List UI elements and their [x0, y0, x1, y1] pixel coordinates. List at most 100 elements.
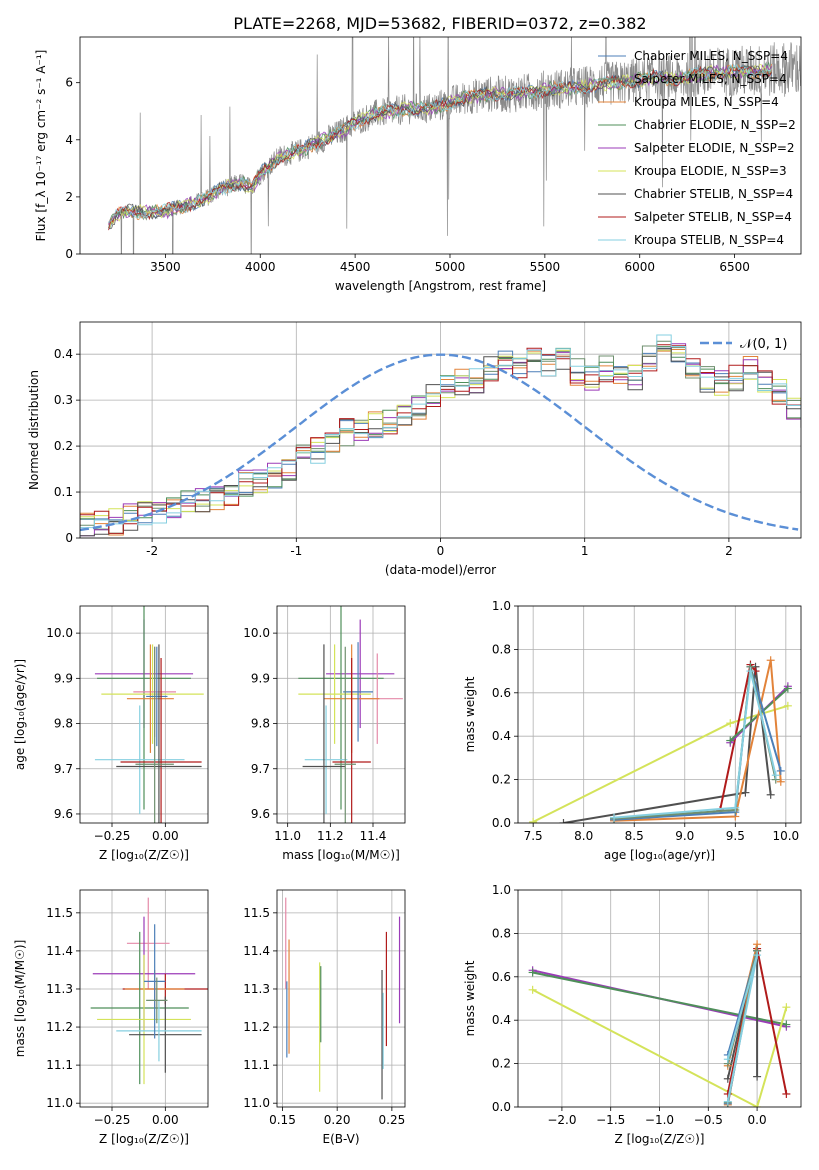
axes-mass_vs_Z: −0.25 0.00 11.0 11.1 11.2 11.3 11.4 11.5 Z [log₁…	[13, 889, 209, 1146]
weight-line-chabrier-stelib	[559, 662, 775, 823]
legend-entry: Chabrier ELODIE, N_SSP=2	[634, 118, 796, 132]
legend-entry: Kroupa MILES, N_SSP=4	[634, 95, 779, 109]
x-tick-label: 4500	[340, 260, 371, 274]
x-tick-label: 3500	[150, 260, 181, 274]
y-tick-label: 0.2	[492, 773, 511, 787]
x-axis-label: Z [log₁₀(Z/Z☉)]	[99, 1132, 189, 1146]
errorbar-salpeter-miles	[334, 646, 356, 823]
x-tick-label: -2	[146, 544, 158, 558]
axes-mass_vs_EBV: 0.15 0.20 0.25 11.0 11.1 11.2 11.3 11.4 11.5 E(B-…	[243, 889, 406, 1146]
plot-area-age_vs_mass	[298, 606, 403, 823]
y-tick-label: 11.2	[46, 1020, 73, 1034]
errorbar-chabrier-miles	[144, 924, 166, 1039]
y-tick-label: 0.3	[54, 393, 73, 407]
y-tick-label: 0.8	[492, 926, 511, 940]
errorbar-salpeter-miles	[135, 646, 174, 823]
errorbar-chabrier-miles	[343, 642, 373, 742]
model-spectrum-kroupa-stelib	[108, 63, 773, 223]
x-tick-label: 10.0	[772, 829, 799, 843]
axes-frame-age_vs_Z	[79, 605, 209, 824]
x-tick-label: 9.5	[726, 829, 745, 843]
ticks-weight_vs_Z: −2.0 −1.5 −1.0 −0.5 0.0 0.0 0.2 0.4 0.6 0.8 1.0	[492, 883, 767, 1127]
y-axis-label: Flux [f_λ 10⁻¹⁷ erg cm⁻² s⁻¹ A⁻¹]	[34, 50, 48, 242]
gaussian-curve	[80, 353, 799, 532]
y-tick-label: 0.4	[492, 1013, 511, 1027]
y-tick-label: 9.9	[54, 671, 73, 685]
y-tick-label: 10.0	[46, 626, 73, 640]
axes-residuals: -2 -1 0 1 2 0 0.1 0.2 0.3 0.4 (data-model)/error No…	[27, 321, 802, 577]
errorbar-salpeter-stelib	[332, 657, 371, 823]
weight-path	[613, 659, 782, 822]
x-axis-label: E(B-V)	[322, 1132, 359, 1146]
y-tick-label: 11.2	[243, 1020, 270, 1034]
chart-layer: 3500 4000 4500 5000 5500 6000 6500 0 2 4 6 waveleng…	[13, 36, 802, 1146]
axes-weight_vs_age: 7.5 8.0 8.5 9.0 9.5 10.0 0.0 0.2 0.4 0.6 0.8 1.0 age…	[463, 599, 802, 862]
x-tick-label: 5500	[530, 260, 561, 274]
x-axis-label: mass [log₁₀(M/M☉)]	[282, 848, 400, 862]
ticks-residuals: -2 -1 0 1 2 0 0.1 0.2 0.3 0.4	[54, 347, 733, 558]
axes-age_vs_mass: 11.0 11.2 11.4 9.6 9.7 9.8 9.9 10.0 mass [log₁₀(…	[243, 605, 406, 862]
x-axis-label: Z [log₁₀(Z/Z☉)]	[99, 848, 189, 862]
ticks-spectrum: 3500 4000 4500 5000 5500 6000 6500 0 2 4 6	[65, 76, 750, 274]
errorbar-kroupa-stelib	[304, 705, 348, 814]
x-axis-label: Z [log₁₀(Z/Z☉)]	[615, 1132, 705, 1146]
axes-frame-spectrum	[79, 36, 802, 255]
axes-frame-mass_vs_Z	[79, 889, 209, 1108]
axes-frame-weight_vs_Z	[517, 889, 802, 1108]
y-tick-label: 1.0	[492, 599, 511, 613]
x-tick-label: 9.0	[675, 829, 694, 843]
y-tick-label: 4	[65, 133, 73, 147]
errorbar-kroupa-elodie	[298, 644, 371, 744]
x-tick-label: 11.0	[274, 829, 301, 843]
y-tick-label: 11.4	[243, 944, 270, 958]
plot-area-age_vs_Z	[94, 606, 204, 823]
x-tick-label: 0.25	[379, 1113, 406, 1127]
errorbar-salpeter-miles	[146, 977, 168, 1024]
weight-line-kroupa-elodie	[528, 985, 791, 1107]
y-tick-label: 9.8	[251, 717, 270, 731]
legend: 𝒩(0, 1)	[700, 337, 787, 352]
x-tick-label: 0.00	[152, 829, 179, 843]
errorbar-kroupa-elodie	[101, 644, 204, 744]
x-tick-label: 8.5	[625, 829, 644, 843]
x-tick-label: 0	[437, 544, 445, 558]
weight-path	[532, 988, 788, 1107]
errorbar-chabrier-miles	[146, 646, 168, 747]
y-tick-label: 2	[65, 190, 73, 204]
ticks-mass_vs_Z: −0.25 0.00 11.0 11.1 11.2 11.3 11.4 11.5	[46, 906, 178, 1127]
plot-area-spectrum	[108, 37, 801, 254]
plot-area-mass_vs_EBV	[285, 897, 401, 1100]
plot-area-residuals	[80, 334, 801, 538]
errorbar-salpeter-elodie	[326, 619, 395, 729]
x-axis-label: wavelength [Angstrom, rest frame]	[335, 279, 546, 293]
x-tick-label: 4000	[245, 260, 276, 274]
y-tick-label: 0.6	[492, 686, 511, 700]
y-tick-label: 11.4	[46, 944, 73, 958]
errorbar-chabrier-stelib	[129, 996, 202, 1073]
y-tick-label: 0.0	[492, 1100, 511, 1114]
x-tick-label: 7.5	[524, 829, 543, 843]
axes-frame-weight_vs_age	[517, 605, 802, 824]
weight-path	[563, 665, 772, 823]
y-axis-label: mass weight	[463, 960, 477, 1036]
errorbar-salpeter-stelib	[120, 657, 202, 823]
errorbar-chabrier-elodie	[97, 606, 191, 810]
y-tick-label: 1.0	[492, 883, 511, 897]
histogram-kroupa-stelib	[80, 334, 801, 538]
plot-area-weight_vs_age	[529, 656, 792, 823]
model-spectrum-chabrier-stelib	[108, 64, 772, 229]
y-tick-label: 11.5	[243, 906, 270, 920]
x-tick-label: −0.25	[94, 829, 131, 843]
y-tick-label: 0.4	[54, 347, 73, 361]
y-tick-label: 9.7	[251, 762, 270, 776]
ticks-age_vs_Z: −0.25 0.00 9.6 9.7 9.8 9.9 10.0	[46, 626, 178, 843]
y-tick-label: 9.9	[251, 671, 270, 685]
x-tick-label: 0.00	[152, 1113, 179, 1127]
x-axis-label: age [log₁₀(age/yr)]	[604, 848, 715, 862]
ticks-weight_vs_age: 7.5 8.0 8.5 9.0 9.5 10.0 0.0 0.2 0.4 0.6 0.8 1.0	[492, 599, 799, 843]
x-tick-label: 0.20	[324, 1113, 351, 1127]
errorbar-chabrier-stelib	[302, 644, 346, 823]
y-tick-label: 10.0	[243, 626, 270, 640]
y-tick-label: 9.7	[54, 762, 73, 776]
axes-frame-residuals	[79, 321, 802, 539]
